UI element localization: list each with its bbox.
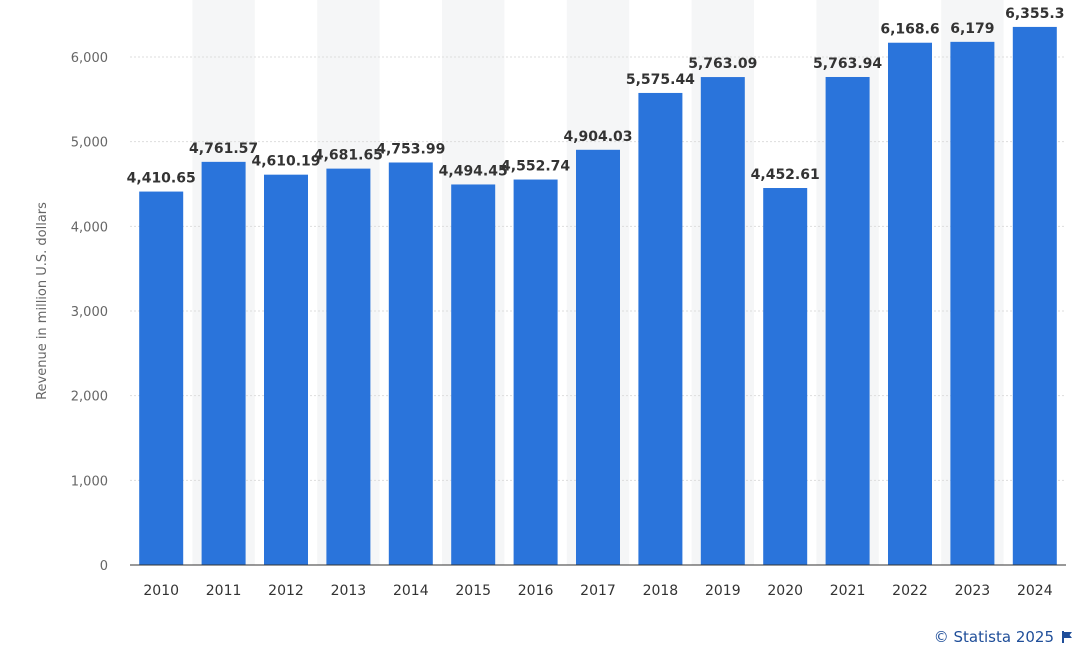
bar-2016	[513, 179, 558, 566]
x-tick-label: 2011	[206, 583, 242, 599]
x-tick-label: 2016	[518, 583, 554, 599]
bar-2019	[700, 77, 745, 565]
y-tick-label: 1,000	[71, 474, 108, 489]
bar-2011	[201, 161, 246, 565]
data-label-2023: 6,179	[950, 21, 994, 37]
data-label-2017: 4,904.03	[563, 129, 632, 145]
x-tick-label: 2018	[643, 583, 679, 599]
data-label-2013: 4,681.65	[314, 148, 383, 164]
data-label-2018: 5,575.44	[626, 72, 695, 88]
x-tick-label: 2014	[393, 583, 429, 599]
credit-text[interactable]: © Statista 2025	[933, 628, 1054, 646]
y-tick-label: 3,000	[71, 305, 108, 320]
x-tick-label: 2010	[143, 583, 179, 599]
y-axis-label: Revenue in million U.S. dollars	[35, 202, 50, 400]
bar-2021	[825, 76, 870, 565]
data-label-2012: 4,610.19	[251, 154, 320, 170]
data-label-2022: 6,168.6	[880, 22, 939, 38]
data-label-2015: 4,494.45	[439, 163, 508, 179]
x-tick-label: 2020	[767, 583, 803, 599]
y-tick-label: 5,000	[71, 136, 108, 151]
bar-2024	[1012, 26, 1057, 566]
x-tick-label: 2022	[892, 583, 928, 599]
bar-2017	[576, 149, 620, 566]
flag-icon[interactable]	[1062, 631, 1072, 643]
x-tick-label: 2019	[705, 583, 741, 599]
data-label-2024: 6,355.3	[1005, 6, 1064, 22]
bar-2010	[139, 191, 184, 565]
data-label-2014: 4,753.99	[376, 141, 445, 157]
y-tick-label: 4,000	[71, 220, 108, 235]
x-tick-label: 2012	[268, 583, 304, 599]
bar-2014	[388, 162, 433, 565]
data-label-2019: 5,763.09	[688, 56, 757, 72]
statista-credit[interactable]: © Statista 2025	[934, 628, 1072, 646]
data-label-2016: 4,552.74	[501, 159, 570, 175]
bar-2015	[451, 184, 496, 565]
x-tick-label: 2024	[1017, 583, 1053, 599]
x-tick-label: 2023	[955, 583, 991, 599]
x-tick-label: 2021	[830, 583, 866, 599]
y-tick-label: 0	[100, 559, 108, 574]
bar-2020	[763, 188, 808, 565]
x-tick-label: 2015	[455, 583, 491, 599]
data-label-2010: 4,410.65	[127, 171, 196, 187]
y-tick-label: 6,000	[71, 51, 108, 66]
bar-2013	[326, 168, 371, 565]
bar-2023	[950, 41, 995, 565]
x-tick-label: 2017	[580, 583, 616, 599]
y-tick-label: 2,000	[71, 390, 108, 405]
bar-2022	[888, 42, 932, 565]
data-label-2020: 4,452.61	[751, 167, 820, 183]
bar-2018	[638, 92, 683, 566]
x-tick-label: 2013	[331, 583, 367, 599]
bar-2012	[264, 174, 308, 565]
data-label-2011: 4,761.57	[189, 141, 258, 157]
data-label-2021: 5,763.94	[813, 56, 882, 72]
